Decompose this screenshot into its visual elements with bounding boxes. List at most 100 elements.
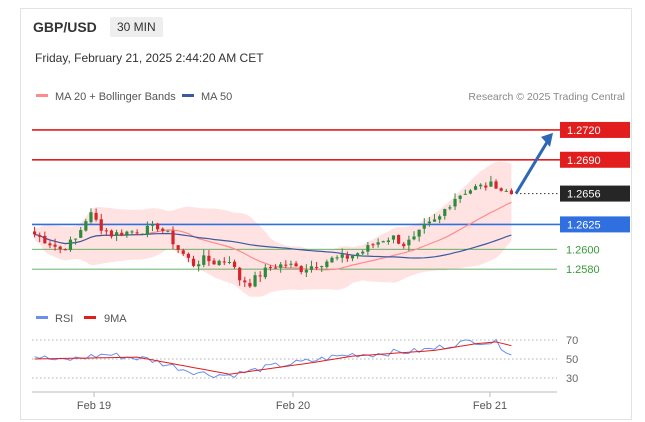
candle-body-90 — [494, 181, 498, 189]
candle-body-1 — [38, 235, 42, 237]
candle-body-80 — [443, 209, 447, 216]
bollinger-band — [34, 161, 512, 297]
candle-body-78 — [432, 219, 437, 222]
candle-body-40 — [238, 267, 242, 281]
candle-body-9 — [79, 230, 83, 238]
candle-body-79 — [438, 216, 442, 220]
x-tick-label-2: Feb 21 — [473, 400, 507, 412]
candle-body-0 — [32, 231, 37, 235]
candle-body-13 — [99, 219, 103, 231]
candle-body-84 — [463, 193, 467, 195]
candle-body-92 — [504, 190, 508, 192]
candle-body-48 — [279, 264, 283, 268]
candle-body-60 — [340, 254, 344, 258]
ma50-line — [34, 232, 512, 259]
candle-body-30 — [186, 253, 190, 258]
candle-body-34 — [207, 255, 211, 262]
level-label-4: 1.2580 — [566, 264, 600, 276]
candle-body-22 — [145, 225, 149, 235]
candle-body-10 — [84, 221, 88, 231]
candle-body-3 — [48, 243, 52, 246]
candle-body-72 — [402, 243, 406, 247]
candles — [32, 175, 514, 289]
candle-body-65 — [366, 245, 370, 252]
candle-body-68 — [381, 241, 385, 243]
candle-body-69 — [386, 240, 390, 242]
candle-body-82 — [453, 198, 457, 207]
candle-body-50 — [289, 263, 293, 265]
rsi-line — [34, 338, 512, 379]
candle-body-81 — [448, 207, 452, 209]
ma20-legend-label: MA 20 + Bollinger Bands — [55, 91, 176, 103]
candle-body-52 — [299, 266, 303, 273]
candle-body-5 — [58, 246, 62, 250]
candle-body-87 — [479, 184, 483, 187]
timeframe-badge[interactable]: 30 MIN — [110, 17, 163, 37]
candle-body-37 — [222, 261, 226, 263]
candle-body-7 — [68, 239, 73, 251]
candle-body-6 — [63, 249, 67, 251]
candle-body-14 — [104, 230, 108, 232]
candle-body-8 — [73, 238, 78, 240]
candle-body-12 — [94, 212, 98, 220]
candle-body-19 — [130, 231, 134, 233]
candle-body-54 — [309, 266, 314, 270]
rsi-ma-line — [34, 341, 512, 375]
candle-body-17 — [120, 232, 124, 236]
candle-body-15 — [109, 230, 114, 237]
current-price-tag — [560, 185, 630, 202]
candle-body-45 — [263, 267, 267, 278]
candle-body-32 — [197, 264, 201, 267]
ma9-legend-swatch — [84, 316, 96, 319]
candle-body-85 — [468, 190, 473, 194]
candle-body-91 — [499, 188, 503, 191]
candle-body-63 — [356, 253, 360, 256]
symbol-label: GBP/USD — [33, 19, 97, 35]
candle-body-26 — [166, 230, 170, 232]
candle-body-51 — [294, 263, 298, 267]
moving-averages — [34, 201, 512, 271]
candle-body-18 — [125, 231, 129, 235]
candle-body-86 — [473, 186, 478, 190]
candle-body-44 — [258, 275, 262, 277]
candle-body-11 — [89, 212, 93, 223]
candle-body-42 — [248, 283, 252, 287]
candle-body-59 — [335, 257, 339, 259]
candle-body-38 — [227, 261, 232, 263]
level-tag-2 — [560, 216, 630, 233]
candle-body-47 — [273, 267, 278, 269]
candle-body-21 — [140, 233, 144, 235]
candle-body-2 — [43, 235, 47, 244]
candle-body-4 — [53, 244, 57, 247]
chart-header: GBP/USD 30 MIN — [21, 9, 631, 47]
level-label-0: 1.2720 — [567, 125, 601, 137]
candle-body-39 — [232, 261, 237, 267]
forecast-arrow-head — [541, 132, 553, 147]
candle-body-71 — [397, 235, 401, 244]
level-tag-1 — [560, 151, 630, 168]
candle-body-75 — [417, 229, 421, 237]
rsi-legend-swatch — [36, 316, 48, 319]
rsi-tick-50: 50 — [566, 354, 578, 366]
candle-body-73 — [407, 239, 411, 246]
candle-body-46 — [268, 267, 273, 269]
x-tick-label-0: Feb 19 — [77, 400, 111, 412]
ma50-legend-label: MA 50 — [201, 91, 232, 103]
candle-body-16 — [115, 232, 119, 236]
candle-body-31 — [191, 258, 196, 266]
candle-body-41 — [243, 280, 247, 283]
price-labels: 1.2720 1.2690 1.2625 1.2600 1.2580 1.2656 — [560, 121, 630, 276]
candle-body-33 — [202, 255, 206, 265]
credit-label: Research © 2025 Trading Central — [468, 91, 625, 103]
candle-body-29 — [181, 250, 185, 254]
candle-body-27 — [171, 230, 175, 245]
x-tick-label-1: Feb 20 — [276, 400, 310, 412]
ma50-legend-swatch — [182, 94, 194, 97]
rsi-tick-70: 70 — [566, 335, 578, 347]
candle-body-62 — [350, 255, 355, 259]
candle-body-36 — [217, 260, 221, 266]
level-tag-0 — [560, 121, 630, 138]
datetime-label: Friday, February 21, 2025 2:44:20 AM CET — [35, 51, 264, 65]
candle-body-49 — [284, 264, 288, 266]
